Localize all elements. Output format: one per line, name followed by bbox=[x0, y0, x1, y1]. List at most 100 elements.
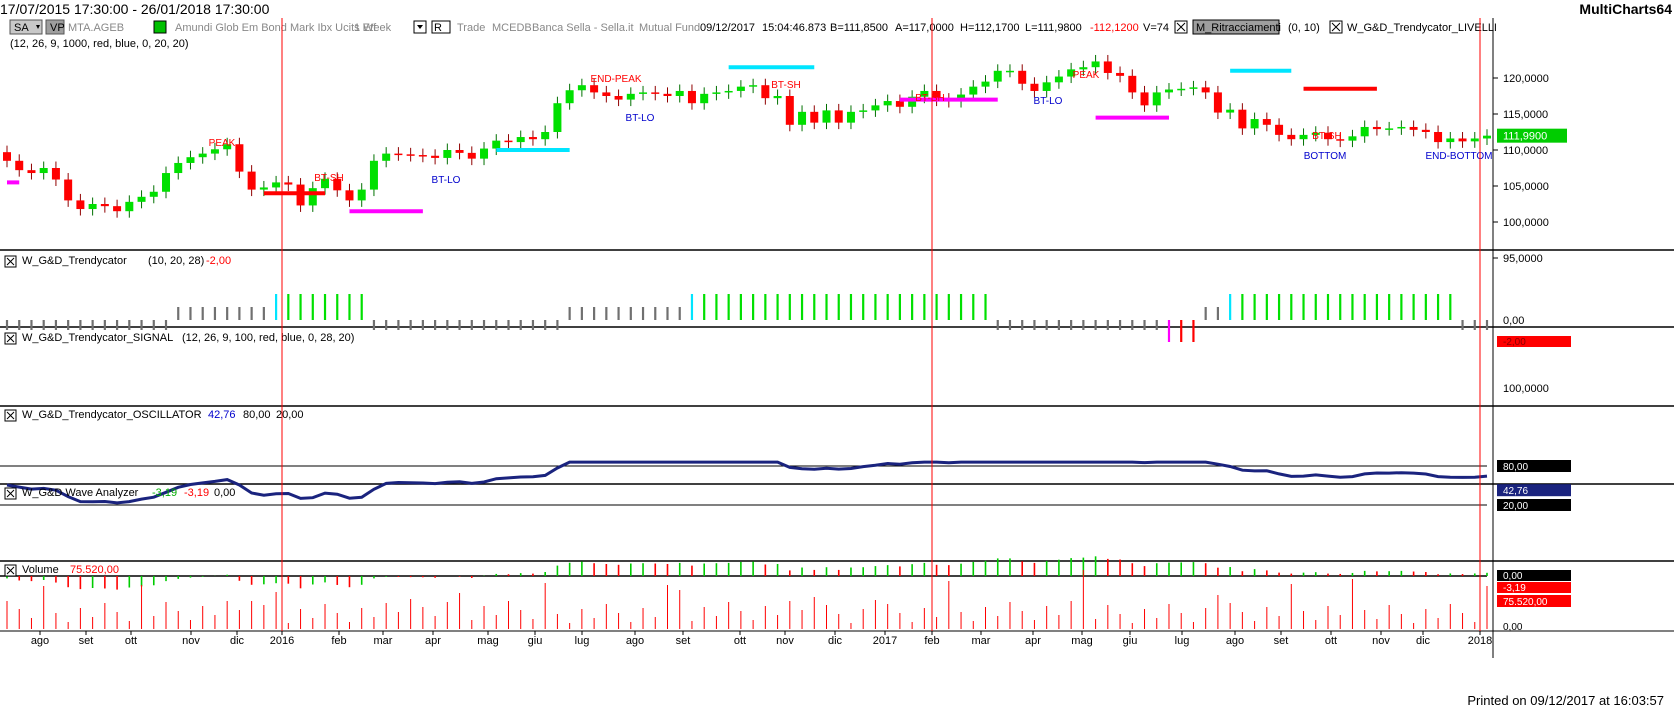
exchange-label: MCEDB bbox=[492, 22, 532, 34]
candle-body bbox=[284, 182, 293, 185]
candle-body bbox=[1226, 109, 1235, 113]
time-axis-label: feb bbox=[331, 635, 346, 647]
candle-body bbox=[785, 96, 794, 125]
candle-body bbox=[1030, 83, 1039, 91]
wave-title: W_G&D Wave Analyzer bbox=[22, 487, 139, 499]
volume-tag-zero-label: 0,00 bbox=[1503, 622, 1523, 633]
time-axis-label: 2016 bbox=[270, 635, 294, 647]
candle-body bbox=[1299, 134, 1308, 140]
candle-body bbox=[137, 196, 146, 202]
candle-body bbox=[333, 178, 342, 191]
candle-body bbox=[1103, 61, 1112, 73]
candle-body bbox=[174, 162, 183, 174]
candle-body bbox=[1018, 70, 1027, 84]
sa-button-label: SA bbox=[14, 22, 29, 34]
sa-button[interactable] bbox=[9, 19, 43, 35]
candle-body bbox=[76, 200, 85, 210]
candle-body bbox=[1409, 126, 1418, 130]
candle-body bbox=[369, 160, 378, 190]
candle-body bbox=[908, 96, 917, 107]
volume-bars bbox=[6, 570, 1488, 629]
quote-bid: B=111,8500 bbox=[830, 22, 888, 34]
signal-title: W_G&D_Trendycator_SIGNAL bbox=[22, 332, 173, 344]
wave-bars bbox=[6, 556, 1488, 590]
data-type-label: Trade bbox=[457, 22, 485, 34]
candle-body bbox=[247, 171, 256, 190]
last-price-label: 111,9900 bbox=[1503, 131, 1547, 143]
candle-body bbox=[1213, 92, 1222, 113]
price-candles[interactable] bbox=[3, 54, 1491, 218]
time-axis-label: lug bbox=[1175, 635, 1190, 647]
vp-button[interactable] bbox=[45, 19, 65, 35]
chevron-down-icon bbox=[36, 25, 40, 29]
time-axis-label: dic bbox=[1416, 635, 1431, 647]
pattern-annotation-bt-lo: BT-LO bbox=[432, 175, 461, 186]
trendycator-tag bbox=[1497, 336, 1571, 347]
time-axis-label: lug bbox=[575, 635, 590, 647]
oscillator-tag-high-label: 80,00 bbox=[1503, 462, 1528, 473]
price-label: 110,0000 bbox=[1503, 145, 1548, 157]
time-axis-label: mag bbox=[477, 635, 498, 647]
candle-body bbox=[602, 92, 611, 96]
time-axis-label: ott bbox=[125, 635, 137, 647]
range-button[interactable] bbox=[431, 20, 451, 34]
quote-ask: A=117,0000 bbox=[895, 22, 954, 34]
candle-body bbox=[210, 149, 219, 154]
time-axis-label: nov bbox=[776, 635, 794, 647]
pattern-annotation-end-bottom: END-BOTTOM bbox=[1425, 151, 1492, 162]
candle-body bbox=[577, 85, 586, 91]
candle-body bbox=[700, 93, 709, 104]
candle-body bbox=[993, 70, 1002, 82]
oscillator-level-low: 20,00 bbox=[276, 409, 304, 421]
candle-body bbox=[1336, 139, 1345, 141]
title-bar: 17/07/2015 17:30:00 - 26/01/2018 17:30:0… bbox=[0, 0, 1674, 18]
time-axis-label: nov bbox=[1372, 635, 1390, 647]
chevron-down-icon bbox=[417, 25, 423, 29]
wave-tag-value bbox=[1497, 582, 1571, 593]
time-axis-label: mar bbox=[374, 635, 393, 647]
pattern-annotation-bt-sh: BT-SH bbox=[314, 173, 343, 184]
candle-body bbox=[846, 111, 855, 123]
trendycator-bars[interactable] bbox=[5, 294, 1489, 342]
quote-volume: V=74 bbox=[1143, 22, 1169, 34]
quote-time: 15:04:46.873 bbox=[762, 22, 826, 34]
chart-window[interactable]: SA VP MTA.AGEB Amundi Glob Em Bond Mark Ibx… bbox=[0, 18, 1674, 698]
price-label: 120,0000 bbox=[1503, 73, 1549, 85]
volume-tag-value-label: 75.520,00 bbox=[1503, 597, 1548, 608]
candle-body bbox=[1470, 138, 1479, 142]
symbol-flag-icon[interactable] bbox=[153, 20, 167, 34]
candle-body bbox=[590, 85, 599, 93]
trendycator-params: (10, 20, 28) bbox=[148, 255, 204, 267]
study-ritracciamenti-button[interactable] bbox=[1192, 19, 1280, 35]
trendycator-value: -2,00 bbox=[206, 255, 231, 267]
candle-body bbox=[761, 85, 770, 99]
wave-value3: 0,00 bbox=[214, 487, 235, 499]
candle-body bbox=[1152, 92, 1161, 106]
pattern-annotation-bt-lo: BT-LO bbox=[626, 113, 655, 124]
candle-body bbox=[15, 160, 24, 171]
candle-body bbox=[1483, 135, 1491, 139]
time-axis-label: ago bbox=[626, 635, 644, 647]
candle-body bbox=[1238, 109, 1247, 129]
chart-header: SA VP MTA.AGEB Amundi Glob Em Bond Mark Ibx… bbox=[9, 19, 1497, 50]
candle-body bbox=[443, 150, 452, 158]
candle-body bbox=[724, 90, 733, 93]
level-lines bbox=[7, 65, 1377, 214]
candle-body bbox=[492, 140, 501, 149]
pattern-annotation-peak: PEAK bbox=[209, 138, 236, 149]
time-axis-label: ago bbox=[1226, 635, 1244, 647]
app-name: MultiCharts64 bbox=[1579, 1, 1672, 17]
candle-body bbox=[1250, 119, 1259, 129]
candle-body bbox=[871, 105, 880, 111]
candle-body bbox=[27, 170, 36, 174]
candle-body bbox=[431, 155, 440, 158]
candle-body bbox=[859, 110, 868, 112]
oscillator-tag-value bbox=[1497, 484, 1571, 497]
time-axis: ago set ott nov dic 2016 feb mar apr mag giu lug ago… bbox=[31, 631, 1492, 647]
oscillator-level-high: 80,00 bbox=[243, 409, 271, 421]
candle-body bbox=[1262, 119, 1271, 125]
time-axis-label: set bbox=[79, 635, 94, 647]
pattern-annotation-bt-sh: BT-SH bbox=[771, 80, 800, 91]
candle-body bbox=[1140, 92, 1149, 106]
time-axis-label: set bbox=[1274, 635, 1289, 647]
